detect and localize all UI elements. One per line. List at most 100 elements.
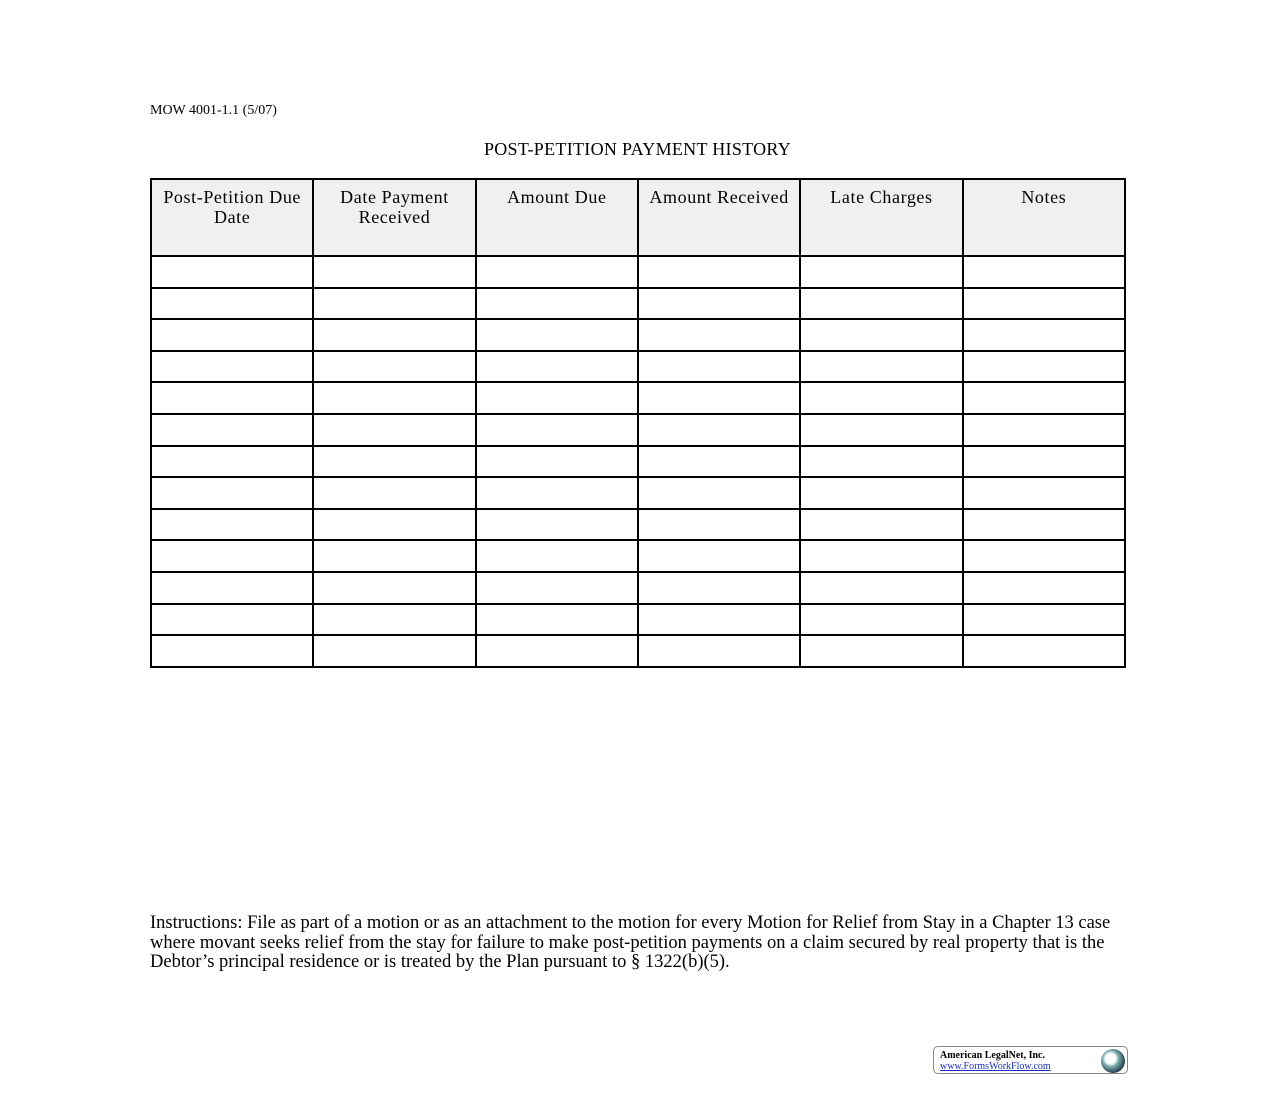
table-cell[interactable] <box>312 255 477 289</box>
table-cell[interactable] <box>961 634 1127 668</box>
table-cell[interactable] <box>636 381 802 415</box>
table-cell[interactable] <box>149 255 315 289</box>
form-number: MOW 4001-1.1 (5/07) <box>150 103 277 118</box>
table-cell[interactable] <box>312 602 477 637</box>
table-cell[interactable] <box>961 444 1127 479</box>
table-row <box>149 476 1127 510</box>
table-cell[interactable] <box>474 476 639 510</box>
table-cell[interactable] <box>799 570 964 605</box>
table-row <box>149 318 1127 352</box>
table-row <box>149 539 1127 573</box>
table-cell[interactable] <box>799 286 964 321</box>
table-cell[interactable] <box>961 255 1127 289</box>
table-row <box>149 255 1127 289</box>
table-cell[interactable] <box>636 286 802 321</box>
table-cell[interactable] <box>636 318 802 352</box>
table-cell[interactable] <box>961 349 1127 384</box>
table-cell[interactable] <box>961 476 1127 510</box>
column-header: Notes <box>961 178 1127 257</box>
table-cell[interactable] <box>312 634 477 668</box>
table-cell[interactable] <box>474 412 639 447</box>
table-cell[interactable] <box>474 634 639 668</box>
table-cell[interactable] <box>474 602 639 637</box>
table-cell[interactable] <box>474 318 639 352</box>
table-row <box>149 634 1127 668</box>
table-cell[interactable] <box>312 349 477 384</box>
table-cell[interactable] <box>961 286 1127 321</box>
table-cell[interactable] <box>149 318 315 352</box>
table-cell[interactable] <box>474 381 639 415</box>
table-cell[interactable] <box>636 412 802 447</box>
table-cell[interactable] <box>474 349 639 384</box>
table-row <box>149 602 1127 637</box>
table-cell[interactable] <box>799 349 964 384</box>
table-cell[interactable] <box>149 444 315 479</box>
table-cell[interactable] <box>149 476 315 510</box>
table-cell[interactable] <box>961 602 1127 637</box>
table-cell[interactable] <box>312 381 477 415</box>
table-cell[interactable] <box>312 570 477 605</box>
page-title: POST-PETITION PAYMENT HISTORY <box>483 139 792 159</box>
logo-company-name: American LegalNet, Inc. <box>940 1050 1045 1061</box>
table-cell[interactable] <box>636 634 802 668</box>
table-cell[interactable] <box>312 318 477 352</box>
footer-logo[interactable]: American LegalNet, Inc. www.FormsWorkFlo… <box>933 1046 1128 1074</box>
table-cell[interactable] <box>312 539 477 573</box>
table-cell[interactable] <box>149 349 315 384</box>
table-cell[interactable] <box>149 412 315 447</box>
table-cell[interactable] <box>636 570 802 605</box>
table-cell[interactable] <box>636 444 802 479</box>
table-cell[interactable] <box>636 349 802 384</box>
table-cell[interactable] <box>474 255 639 289</box>
table-row <box>149 349 1127 384</box>
table-row <box>149 507 1127 542</box>
table-cell[interactable] <box>149 570 315 605</box>
table-cell[interactable] <box>961 570 1127 605</box>
table-cell[interactable] <box>149 634 315 668</box>
table-cell[interactable] <box>149 507 315 542</box>
table-cell[interactable] <box>799 444 964 479</box>
table-cell[interactable] <box>961 381 1127 415</box>
table-cell[interactable] <box>474 507 639 542</box>
table-cell[interactable] <box>799 412 964 447</box>
table-cell[interactable] <box>799 255 964 289</box>
column-header: Amount Received <box>636 178 802 257</box>
table-cell[interactable] <box>312 476 477 510</box>
column-header: Late Charges <box>799 178 964 257</box>
column-header: Date Payment Received <box>312 178 477 257</box>
table-cell[interactable] <box>149 286 315 321</box>
table-cell[interactable] <box>312 507 477 542</box>
table-cell[interactable] <box>149 381 315 415</box>
table-cell[interactable] <box>474 444 639 479</box>
table-cell[interactable] <box>149 602 315 637</box>
table-cell[interactable] <box>961 412 1127 447</box>
table-cell[interactable] <box>312 286 477 321</box>
table-cell[interactable] <box>636 602 802 637</box>
table-cell[interactable] <box>961 507 1127 542</box>
table-cell[interactable] <box>312 412 477 447</box>
table-cell[interactable] <box>799 318 964 352</box>
table-cell[interactable] <box>149 539 315 573</box>
table-header-row: Post-Petition Due Date Date Payment Recei… <box>149 178 1127 257</box>
table-cell[interactable] <box>799 381 964 415</box>
table-cell[interactable] <box>312 444 477 479</box>
instructions: Instructions: File as part of a motion o… <box>150 913 1111 972</box>
table-cell[interactable] <box>474 539 639 573</box>
table-cell[interactable] <box>474 286 639 321</box>
table-cell[interactable] <box>636 255 802 289</box>
table-cell[interactable] <box>474 570 639 605</box>
table-cell[interactable] <box>961 539 1127 573</box>
table-cell[interactable] <box>636 507 802 542</box>
table-cell[interactable] <box>799 507 964 542</box>
table-cell[interactable] <box>636 539 802 573</box>
table-cell[interactable] <box>636 476 802 510</box>
table-cell[interactable] <box>799 476 964 510</box>
logo-url-link[interactable]: www.FormsWorkFlow.com <box>940 1061 1051 1072</box>
table-row <box>149 381 1127 415</box>
table-cell[interactable] <box>961 318 1127 352</box>
table-cell[interactable] <box>799 539 964 573</box>
table-cell[interactable] <box>799 602 964 637</box>
table-cell[interactable] <box>799 634 964 668</box>
column-header: Amount Due <box>474 178 639 257</box>
table-row <box>149 570 1127 605</box>
